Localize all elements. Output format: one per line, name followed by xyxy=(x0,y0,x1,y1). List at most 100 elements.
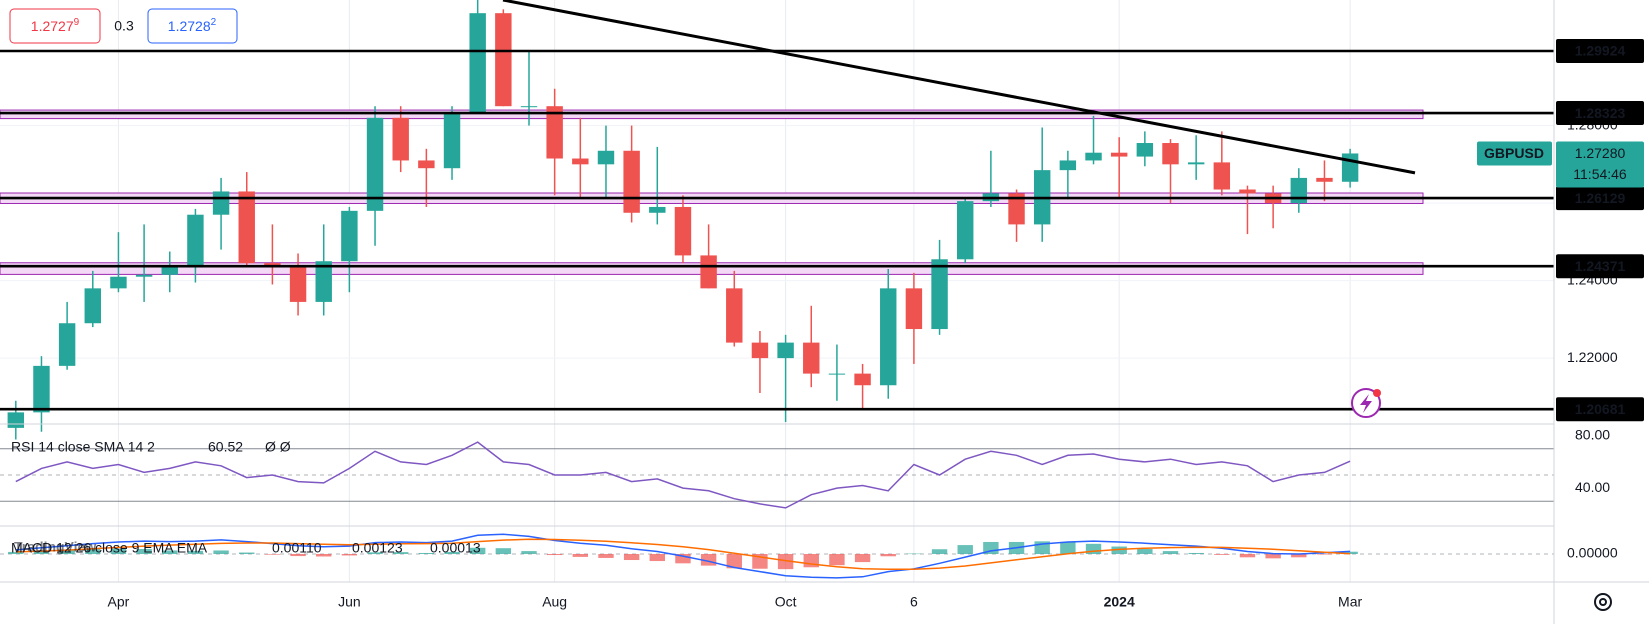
level-label-box xyxy=(1556,39,1644,64)
macd-value: 0.00123 xyxy=(352,540,403,556)
macd-histogram-bar xyxy=(469,547,486,554)
macd-histogram-bar xyxy=(1137,549,1153,554)
candle-body xyxy=(854,373,871,386)
candle-body xyxy=(1008,193,1025,225)
candle-body xyxy=(1110,152,1128,157)
alert-icon[interactable] xyxy=(1351,388,1381,418)
macd-histogram-bar xyxy=(1111,546,1127,554)
candle-body xyxy=(1239,189,1256,194)
alert-bolt[interactable] xyxy=(1360,394,1372,413)
candle-body xyxy=(238,191,255,264)
macd-histogram-bar xyxy=(33,550,50,554)
macd-histogram-bar xyxy=(1214,554,1230,555)
candle-body xyxy=(495,13,512,107)
macd-histogram-bar xyxy=(1265,554,1281,559)
macd-histogram-bar xyxy=(264,554,281,555)
macd-histogram-bar xyxy=(341,554,358,556)
macd-histogram-bar xyxy=(393,552,409,554)
candle-body xyxy=(315,261,332,302)
y-tick-label: 1.22000 xyxy=(1567,349,1618,365)
x-tick-label: Jun xyxy=(338,594,361,610)
sell-button[interactable] xyxy=(9,8,101,44)
candle-body xyxy=(469,13,486,113)
candle-body xyxy=(597,150,615,165)
candle-body xyxy=(418,160,435,169)
trendline xyxy=(502,0,1416,175)
settings-icon[interactable] xyxy=(1594,593,1612,611)
series-line xyxy=(15,538,1351,571)
level-label: 1.28323 xyxy=(1575,105,1626,121)
candle-body xyxy=(1136,143,1154,157)
x-tick-label: Oct xyxy=(775,594,797,610)
candle-body xyxy=(1187,162,1205,165)
macd-histogram-bar xyxy=(85,548,101,554)
candle-body xyxy=(84,288,101,324)
candle-body xyxy=(957,201,974,260)
macd-histogram-bar xyxy=(59,549,75,554)
x-tick-label: 2024 xyxy=(1104,594,1135,610)
candle-body xyxy=(392,117,409,161)
macd-histogram-bar xyxy=(367,552,383,554)
symbol-tag xyxy=(1477,141,1552,166)
alert-dot[interactable] xyxy=(1373,389,1381,397)
settings-hub[interactable] xyxy=(1599,598,1607,606)
marks-layer xyxy=(7,0,1359,579)
macd-histogram-bar xyxy=(418,552,435,554)
candle-body xyxy=(880,288,897,386)
macd-histogram-bar xyxy=(598,554,614,558)
candle-body xyxy=(212,191,230,215)
macd-histogram-bar xyxy=(187,550,204,554)
macd-histogram-bar xyxy=(546,554,563,556)
candle-body xyxy=(135,274,153,277)
macd-histogram-bar xyxy=(162,550,178,554)
level-label-box xyxy=(1556,101,1644,126)
rsi-value: 60.52 xyxy=(208,439,243,455)
macd-histogram-bar xyxy=(931,549,948,554)
macd-histogram-bar xyxy=(521,551,537,554)
macd-histogram-bar xyxy=(316,554,332,557)
macd-histogram-bar xyxy=(1342,551,1358,554)
candle-body xyxy=(777,342,794,359)
buy-price[interactable]: 1.27282 xyxy=(168,17,217,34)
candle-body xyxy=(58,323,76,366)
candle-body xyxy=(1085,152,1102,161)
macd-histogram-bar xyxy=(572,554,589,557)
candle-body xyxy=(674,206,692,256)
y-tick-label: 0.00000 xyxy=(1567,545,1618,561)
candle-body xyxy=(572,158,589,165)
macd-histogram-bar xyxy=(1085,543,1102,554)
candle-body xyxy=(1341,153,1359,182)
candle-body xyxy=(289,265,307,302)
macd-histogram-bar xyxy=(495,548,512,554)
macd-histogram-bar xyxy=(8,551,24,554)
macd-histogram-bar xyxy=(290,554,306,557)
macd-histogram-bar xyxy=(110,548,127,554)
candle-body xyxy=(110,276,127,289)
candle-body xyxy=(187,214,204,266)
candle-body xyxy=(161,265,178,275)
axis-layer: AprJunAugOct62024Mar1.220001.240001.2600… xyxy=(108,39,1644,610)
candle-body xyxy=(931,259,948,330)
macd-histogram-bar xyxy=(726,554,742,569)
macd-histogram-bar xyxy=(623,554,640,561)
macd-histogram-bar xyxy=(880,554,896,557)
candle-body xyxy=(341,210,358,262)
macd-histogram-bar xyxy=(700,554,717,566)
sell-price[interactable]: 1.27279 xyxy=(31,17,80,34)
x-tick-label: Mar xyxy=(1338,594,1362,610)
level-label-box xyxy=(1556,397,1644,422)
macd-histogram-bar xyxy=(906,553,922,555)
settings-gear[interactable] xyxy=(1594,593,1612,611)
spread: 0.3 xyxy=(114,18,134,34)
buy-button[interactable] xyxy=(147,8,238,44)
macd-signal-value: 0.00013 xyxy=(430,540,481,556)
macd-histogram-bar xyxy=(136,549,152,554)
macd-histogram-bar xyxy=(444,551,460,554)
candle-body xyxy=(366,117,384,211)
candle-body xyxy=(1162,143,1179,165)
candle-body xyxy=(828,373,846,375)
countdown: 11:54:46 xyxy=(1573,166,1627,182)
macd-histogram-bar xyxy=(957,545,973,554)
